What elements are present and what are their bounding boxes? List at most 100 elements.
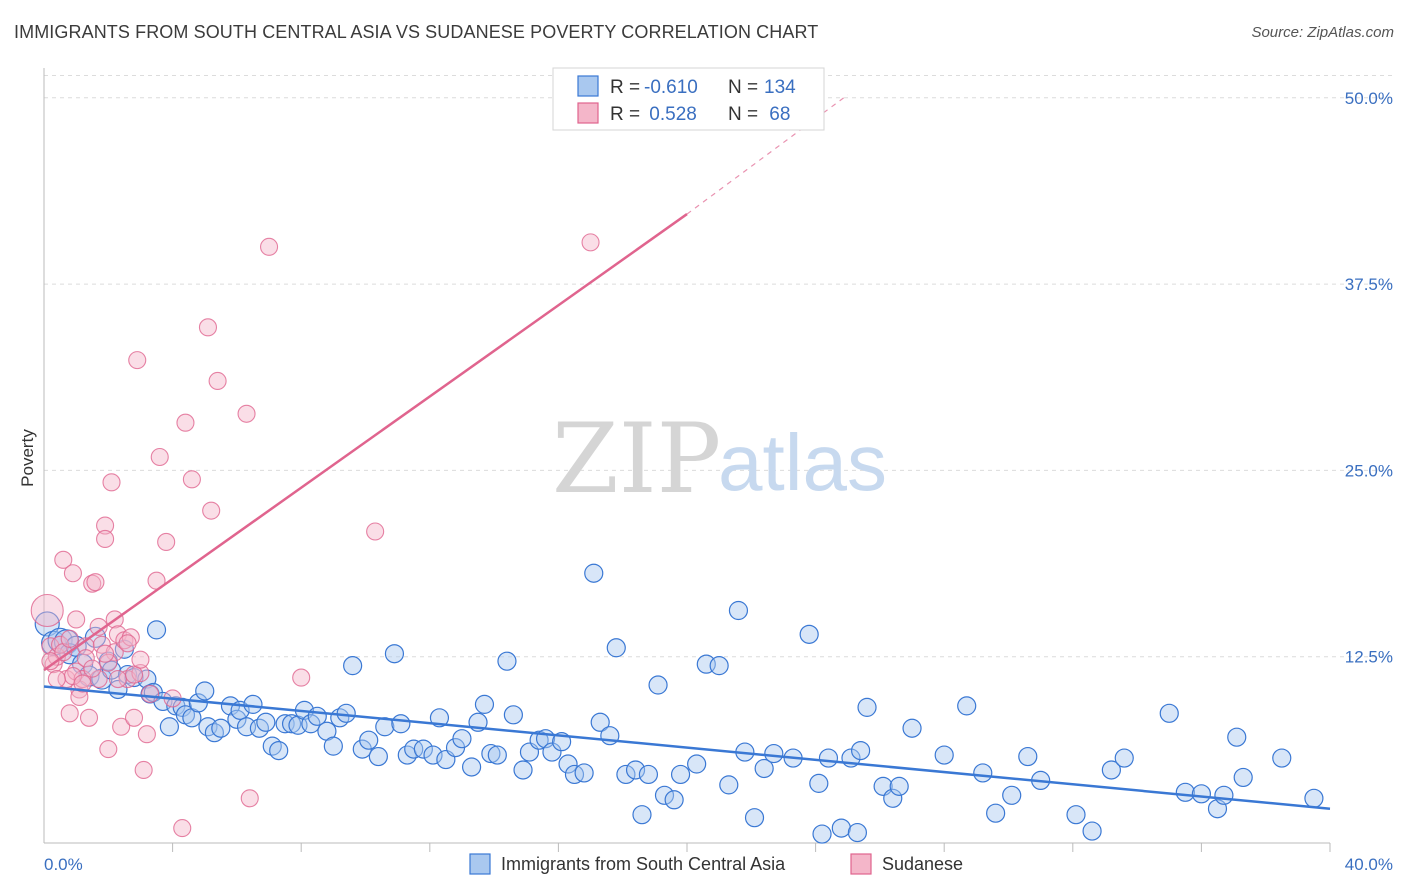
data-point-south-central-asia — [719, 775, 739, 795]
data-point-south-central-asia — [1233, 767, 1253, 788]
data-point-south-central-asia — [323, 736, 343, 756]
data-point-sudanese — [60, 704, 79, 723]
data-point-south-central-asia — [529, 730, 549, 750]
x-tick-label: 0.0% — [44, 855, 83, 874]
data-point-south-central-asia — [584, 563, 604, 583]
data-point-south-central-asia — [359, 730, 379, 750]
data-point-south-central-asia — [146, 620, 167, 640]
data-point-south-central-asia — [1114, 748, 1134, 768]
x-tick-labels: 0.0% 40.0% — [44, 855, 1393, 874]
data-point-south-central-asia — [818, 748, 839, 768]
data-point-south-central-asia — [883, 788, 903, 808]
watermark: ZIP atlas — [552, 403, 887, 515]
axes — [43, 68, 1330, 844]
data-point-south-central-asia — [889, 776, 909, 796]
series-sudanese-points — [30, 233, 600, 838]
data-point-sudanese — [137, 725, 156, 744]
y-axis-label: Poverty — [18, 429, 37, 487]
y-tick-label: 37.5% — [1345, 275, 1393, 294]
data-point-sudanese — [182, 470, 201, 489]
trend-lines — [43, 94, 1331, 810]
data-point-sudanese — [124, 665, 144, 684]
data-point-south-central-asia — [1018, 746, 1038, 767]
data-point-south-central-asia — [764, 743, 784, 764]
y-tick-label: 50.0% — [1345, 89, 1393, 108]
bottom-legend-label-blue: Immigrants from South Central Asia — [501, 854, 786, 874]
data-point-south-central-asia — [986, 803, 1006, 823]
data-point-sudanese — [99, 740, 118, 759]
legend-n-label-1: N = — [728, 77, 758, 98]
chart-title: IMMIGRANTS FROM SOUTH CENTRAL ASIA VS SU… — [14, 22, 819, 42]
data-point-sudanese — [134, 760, 153, 780]
series-south-central-asia-points — [34, 563, 1324, 844]
data-point-sudanese — [70, 687, 89, 706]
data-point-south-central-asia — [1066, 805, 1086, 825]
data-point-sudanese — [67, 610, 86, 629]
data-point-south-central-asia — [664, 790, 684, 810]
data-point-sudanese — [128, 351, 147, 370]
data-point-south-central-asia — [343, 656, 363, 676]
data-point-sudanese — [41, 652, 60, 671]
data-point-south-central-asia — [211, 718, 231, 738]
trend-line-south-central-asia — [43, 685, 1331, 810]
data-point-south-central-asia — [1175, 782, 1195, 802]
data-point-south-central-asia — [368, 746, 388, 767]
data-point-south-central-asia — [632, 805, 652, 825]
data-point-south-central-asia — [1304, 788, 1324, 808]
data-point-south-central-asia — [391, 714, 411, 734]
watermark-zip: ZIP — [552, 403, 721, 515]
data-point-south-central-asia — [452, 729, 472, 749]
data-point-sudanese — [366, 522, 385, 541]
data-point-south-central-asia — [497, 651, 517, 671]
data-point-south-central-asia — [564, 764, 585, 785]
data-point-sudanese — [150, 447, 169, 467]
data-point-sudanese — [73, 674, 92, 693]
data-point-sudanese — [118, 634, 137, 653]
data-point-south-central-asia — [336, 703, 356, 723]
data-point-sudanese — [292, 668, 311, 687]
data-point-south-central-asia — [461, 757, 482, 777]
data-point-sudanese — [63, 564, 82, 583]
data-point-south-central-asia — [851, 740, 871, 761]
data-point-south-central-asia — [809, 773, 829, 793]
data-point-south-central-asia — [404, 739, 424, 759]
legend-r-value-2: 0.528 — [644, 104, 697, 125]
data-point-sudanese — [173, 819, 192, 838]
data-point-sudanese — [198, 318, 218, 337]
data-point-south-central-asia — [1191, 784, 1212, 804]
data-point-south-central-asia — [934, 745, 954, 765]
data-point-sudanese — [176, 413, 195, 432]
data-point-south-central-asia — [831, 818, 851, 838]
legend-n-value-1: 134 — [764, 77, 796, 98]
data-point-south-central-asia — [503, 705, 523, 725]
data-point-sudanese — [79, 708, 99, 727]
data-point-south-central-asia — [558, 754, 578, 774]
y-tick-label: 12.5% — [1345, 648, 1393, 667]
data-point-sudanese — [259, 237, 279, 256]
data-point-south-central-asia — [1227, 727, 1247, 747]
data-point-south-central-asia — [744, 808, 765, 828]
data-point-south-central-asia — [1082, 821, 1102, 841]
data-point-sudanese — [202, 501, 221, 520]
data-point-sudanese — [105, 643, 124, 662]
data-point-south-central-asia — [423, 745, 443, 765]
data-point-south-central-asia — [256, 712, 276, 732]
data-point-sudanese — [83, 659, 102, 678]
bottom-legend-swatch-blue — [469, 853, 491, 875]
data-point-sudanese — [208, 371, 227, 391]
data-point-south-central-asia — [1101, 760, 1121, 780]
data-point-south-central-asia — [384, 644, 405, 664]
data-point-sudanese — [102, 473, 121, 492]
data-point-south-central-asia — [670, 764, 691, 785]
x-tick-label: 40.0% — [1345, 855, 1393, 874]
data-point-south-central-asia — [902, 718, 922, 738]
legend-r-label-2: R = — [610, 104, 640, 125]
data-point-sudanese — [96, 516, 115, 535]
data-point-south-central-asia — [481, 743, 501, 764]
data-point-south-central-asia — [159, 717, 179, 737]
source-label: Source: ZipAtlas.com — [1251, 24, 1394, 41]
data-point-sudanese — [108, 670, 127, 689]
data-point-sudanese — [54, 550, 73, 569]
legend-box: R = -0.610 N = 134 R = 0.528 N = 68 — [552, 67, 825, 131]
watermark-atlas: atlas — [718, 418, 887, 507]
